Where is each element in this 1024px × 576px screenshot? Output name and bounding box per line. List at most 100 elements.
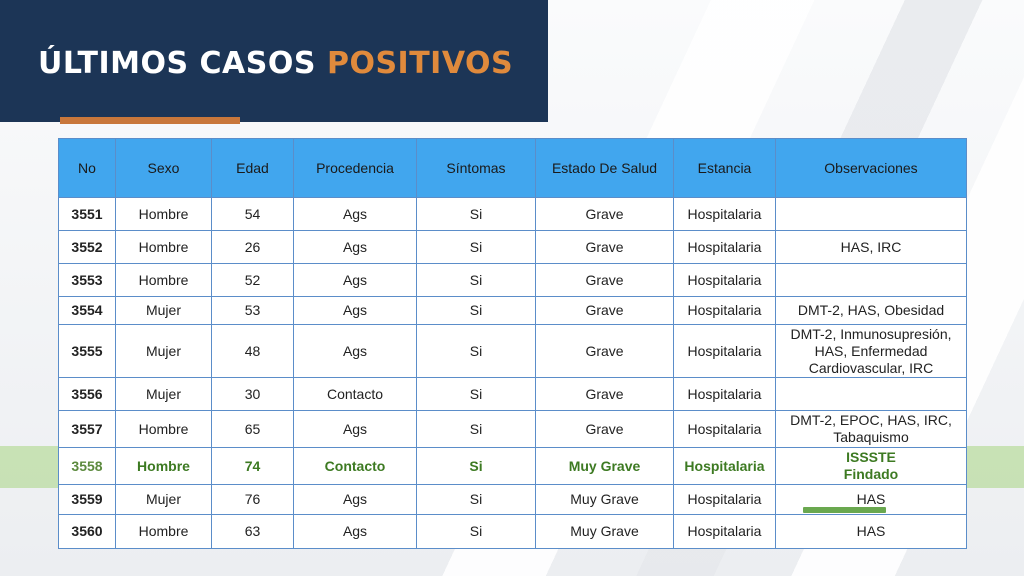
cell-sintomas: Si (416, 514, 536, 549)
title-banner: ÚLTIMOS CASOS POSITIVOS (0, 0, 548, 122)
cell-estancia: Hospitalaria (673, 484, 776, 515)
cell-sexo: Mujer (115, 484, 212, 515)
table-header-row: No Sexo Edad Procedencia Síntomas Estado… (58, 138, 967, 198)
cell-no: 3556 (58, 377, 116, 411)
cell-estado-de-salud: Grave (535, 263, 674, 297)
cell-sintomas: Si (416, 197, 536, 231)
cell-sintomas: Si (416, 484, 536, 515)
cell-no: 3557 (58, 410, 116, 448)
cell-sexo: Hombre (115, 197, 212, 231)
cell-procedencia: Contacto (293, 377, 417, 411)
header-procedencia: Procedencia (293, 138, 417, 198)
header-observaciones: Observaciones (775, 138, 967, 198)
table-row: 3553 Hombre 52 Ags Si Grave Hospitalaria (58, 263, 967, 297)
cell-sintomas: Si (416, 324, 536, 378)
cell-sintomas: Si (416, 296, 536, 325)
table-row: 3554 Mujer 53 Ags Si Grave Hospitalaria DMT-2, … (58, 296, 967, 325)
table-row: 3560 Hombre 63 Ags Si Muy Grave Hospitalaria HA… (58, 514, 967, 549)
cell-estancia: Hospitalaria (673, 447, 776, 485)
cell-edad: 26 (211, 230, 294, 264)
header-estado-de-salud: Estado De Salud (535, 138, 674, 198)
cell-no: 3553 (58, 263, 116, 297)
cell-sintomas: Si (416, 377, 536, 411)
cell-procedencia: Ags (293, 410, 417, 448)
cell-estancia: Hospitalaria (673, 324, 776, 378)
header-no: No (58, 138, 116, 198)
cell-edad: 53 (211, 296, 294, 325)
cell-edad: 54 (211, 197, 294, 231)
cell-estado-de-salud: Grave (535, 296, 674, 325)
cell-estado-de-salud: Muy Grave (535, 447, 674, 485)
cell-estado-de-salud: Grave (535, 324, 674, 378)
cell-observaciones: ISSSTE Findado (775, 447, 967, 485)
page-title: ÚLTIMOS CASOS POSITIVOS (38, 46, 513, 81)
cell-sexo: Hombre (115, 410, 212, 448)
cell-no: 3559 (58, 484, 116, 515)
annotation-underline (803, 507, 886, 513)
header-edad: Edad (211, 138, 294, 198)
title-accent: POSITIVOS (326, 46, 514, 81)
header-sintomas: Síntomas (416, 138, 536, 198)
cell-edad: 74 (211, 447, 294, 485)
cell-estado-de-salud: Grave (535, 377, 674, 411)
cell-no: 3560 (58, 514, 116, 549)
cell-observaciones (775, 377, 967, 411)
table-row: 3557 Hombre 65 Ags Si Grave Hospitalaria DMT-2,… (58, 410, 967, 448)
cases-table: No Sexo Edad Procedencia Síntomas Estado… (58, 138, 967, 549)
cell-estancia: Hospitalaria (673, 410, 776, 448)
cell-sexo: Hombre (115, 514, 212, 549)
cell-observaciones: HAS, IRC (775, 230, 967, 264)
table-row: 3556 Mujer 30 Contacto Si Grave Hospitalaria (58, 377, 967, 411)
cell-estancia: Hospitalaria (673, 197, 776, 231)
cell-estancia: Hospitalaria (673, 230, 776, 264)
cell-sintomas: Si (416, 263, 536, 297)
cell-no: 3555 (58, 324, 116, 378)
title-underline (60, 117, 240, 124)
cell-no: 3552 (58, 230, 116, 264)
cell-sexo: Mujer (115, 324, 212, 378)
cell-no: 3558 (58, 447, 116, 485)
cell-estado-de-salud: Grave (535, 230, 674, 264)
cell-procedencia: Ags (293, 484, 417, 515)
cell-observaciones (775, 263, 967, 297)
cell-estado-de-salud: Muy Grave (535, 514, 674, 549)
table-row: 3558 Hombre 74 Contacto Si Muy Grave Hospitala… (58, 447, 967, 485)
cell-procedencia: Ags (293, 324, 417, 378)
cell-procedencia: Contacto (293, 447, 417, 485)
cell-sexo: Hombre (115, 230, 212, 264)
cell-observaciones: DMT-2, EPOC, HAS, IRC, Tabaquismo (775, 410, 967, 448)
cell-observaciones: HAS (775, 514, 967, 549)
cell-estado-de-salud: Muy Grave (535, 484, 674, 515)
cell-sintomas: Si (416, 230, 536, 264)
table-row: 3551 Hombre 54 Ags Si Grave Hospitalaria (58, 197, 967, 231)
cell-observaciones: DMT-2, Inmunosupresión, HAS, Enfermedad Ca… (775, 324, 967, 378)
header-sexo: Sexo (115, 138, 212, 198)
title-main: ÚLTIMOS CASOS (38, 46, 327, 81)
table-row: 3559 Mujer 76 Ags Si Muy Grave Hospitalaria HAS (58, 484, 967, 515)
cell-estancia: Hospitalaria (673, 377, 776, 411)
cell-estancia: Hospitalaria (673, 296, 776, 325)
cell-sintomas: Si (416, 447, 536, 485)
cell-procedencia: Ags (293, 197, 417, 231)
cell-observaciones (775, 197, 967, 231)
cell-edad: 63 (211, 514, 294, 549)
cell-observaciones: DMT-2, HAS, Obesidad (775, 296, 967, 325)
cell-edad: 65 (211, 410, 294, 448)
header-estancia: Estancia (673, 138, 776, 198)
table-row: 3552 Hombre 26 Ags Si Grave Hospitalaria HAS, I… (58, 230, 967, 264)
cell-no: 3551 (58, 197, 116, 231)
table-row: 3555 Mujer 48 Ags Si Grave Hospitalaria DMT-2, … (58, 324, 967, 378)
cell-procedencia: Ags (293, 514, 417, 549)
cell-no: 3554 (58, 296, 116, 325)
cell-edad: 30 (211, 377, 294, 411)
cell-sexo: Hombre (115, 447, 212, 485)
cell-estado-de-salud: Grave (535, 197, 674, 231)
cell-procedencia: Ags (293, 230, 417, 264)
cell-edad: 76 (211, 484, 294, 515)
cell-estancia: Hospitalaria (673, 263, 776, 297)
cell-edad: 48 (211, 324, 294, 378)
cell-sintomas: Si (416, 410, 536, 448)
cell-sexo: Hombre (115, 263, 212, 297)
cell-estado-de-salud: Grave (535, 410, 674, 448)
cell-procedencia: Ags (293, 296, 417, 325)
